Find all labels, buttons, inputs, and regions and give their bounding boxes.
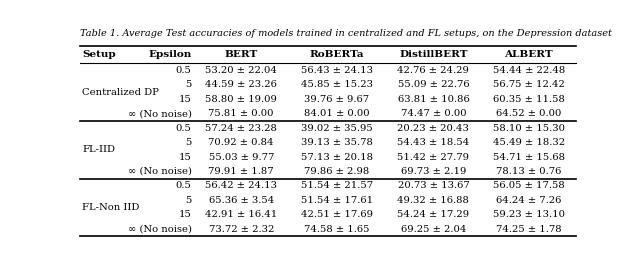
Text: 73.72 ± 2.32: 73.72 ± 2.32 — [209, 225, 274, 234]
Text: 15: 15 — [179, 95, 191, 104]
Text: 55.03 ± 9.77: 55.03 ± 9.77 — [209, 153, 274, 162]
Text: 74.47 ± 0.00: 74.47 ± 0.00 — [401, 109, 466, 118]
Text: 74.25 ± 1.78: 74.25 ± 1.78 — [496, 225, 562, 234]
Text: 42.76 ± 24.29: 42.76 ± 24.29 — [397, 66, 469, 75]
Text: Epsilon: Epsilon — [148, 50, 191, 59]
Text: 56.75 ± 12.42: 56.75 ± 12.42 — [493, 80, 565, 89]
Text: 58.10 ± 15.30: 58.10 ± 15.30 — [493, 124, 565, 133]
Text: 54.44 ± 22.48: 54.44 ± 22.48 — [493, 66, 565, 75]
Text: 58.80 ± 19.09: 58.80 ± 19.09 — [205, 95, 277, 104]
Text: 51.42 ± 27.79: 51.42 ± 27.79 — [397, 153, 469, 162]
Text: 78.13 ± 0.76: 78.13 ± 0.76 — [496, 167, 561, 176]
Text: 42.91 ± 16.41: 42.91 ± 16.41 — [205, 210, 277, 219]
Text: 69.25 ± 2.04: 69.25 ± 2.04 — [401, 225, 466, 234]
Text: ALBERT: ALBERT — [504, 50, 553, 59]
Text: 54.24 ± 17.29: 54.24 ± 17.29 — [397, 210, 470, 219]
Text: 51.54 ± 17.61: 51.54 ± 17.61 — [301, 196, 372, 205]
Text: 45.49 ± 18.32: 45.49 ± 18.32 — [493, 138, 565, 147]
Text: 53.20 ± 22.04: 53.20 ± 22.04 — [205, 66, 277, 75]
Text: 57.13 ± 20.18: 57.13 ± 20.18 — [301, 153, 372, 162]
Text: 56.05 ± 17.58: 56.05 ± 17.58 — [493, 181, 564, 190]
Text: 44.59 ± 23.26: 44.59 ± 23.26 — [205, 80, 277, 89]
Text: DistillBERT: DistillBERT — [399, 50, 468, 59]
Text: 42.51 ± 17.69: 42.51 ± 17.69 — [301, 210, 372, 219]
Text: 64.24 ± 7.26: 64.24 ± 7.26 — [496, 196, 561, 205]
Text: 59.23 ± 13.10: 59.23 ± 13.10 — [493, 210, 565, 219]
Text: 49.32 ± 16.88: 49.32 ± 16.88 — [397, 196, 469, 205]
Text: 0.5: 0.5 — [176, 66, 191, 75]
Text: FL-Non IID: FL-Non IID — [83, 203, 140, 212]
Text: 63.81 ± 10.86: 63.81 ± 10.86 — [397, 95, 469, 104]
Text: Setup: Setup — [83, 50, 116, 59]
Text: 20.73 ± 13.67: 20.73 ± 13.67 — [397, 181, 469, 190]
Text: 60.35 ± 11.58: 60.35 ± 11.58 — [493, 95, 565, 104]
Text: 5: 5 — [185, 138, 191, 147]
Text: 20.23 ± 20.43: 20.23 ± 20.43 — [397, 124, 469, 133]
Text: 39.02 ± 35.95: 39.02 ± 35.95 — [301, 124, 372, 133]
Text: 56.42 ± 24.13: 56.42 ± 24.13 — [205, 181, 277, 190]
Text: 69.73 ± 2.19: 69.73 ± 2.19 — [401, 167, 466, 176]
Text: 0.5: 0.5 — [176, 181, 191, 190]
Text: 54.43 ± 18.54: 54.43 ± 18.54 — [397, 138, 470, 147]
Text: 55.09 ± 22.76: 55.09 ± 22.76 — [397, 80, 469, 89]
Text: ∞ (No noise): ∞ (No noise) — [127, 225, 191, 234]
Text: 64.52 ± 0.00: 64.52 ± 0.00 — [496, 109, 561, 118]
Text: ∞ (No noise): ∞ (No noise) — [127, 167, 191, 176]
Text: ∞ (No noise): ∞ (No noise) — [127, 109, 191, 118]
Text: 51.54 ± 21.57: 51.54 ± 21.57 — [301, 181, 372, 190]
Text: RoBERTa: RoBERTa — [309, 50, 364, 59]
Text: 70.92 ± 0.84: 70.92 ± 0.84 — [209, 138, 274, 147]
Text: 15: 15 — [179, 153, 191, 162]
Text: BERT: BERT — [225, 50, 258, 59]
Text: 39.76 ± 9.67: 39.76 ± 9.67 — [304, 95, 369, 104]
Text: 79.91 ± 1.87: 79.91 ± 1.87 — [209, 167, 274, 176]
Text: Table 1. Average Test accuracies of models trained in centralized and FL setups,: Table 1. Average Test accuracies of mode… — [80, 29, 612, 38]
Text: 65.36 ± 3.54: 65.36 ± 3.54 — [209, 196, 274, 205]
Text: 45.85 ± 15.23: 45.85 ± 15.23 — [301, 80, 372, 89]
Text: 54.71 ± 15.68: 54.71 ± 15.68 — [493, 153, 565, 162]
Text: 0.5: 0.5 — [176, 124, 191, 133]
Text: 75.81 ± 0.00: 75.81 ± 0.00 — [209, 109, 274, 118]
Text: 39.13 ± 35.78: 39.13 ± 35.78 — [301, 138, 372, 147]
Text: FL-IID: FL-IID — [83, 145, 115, 154]
Text: 15: 15 — [179, 210, 191, 219]
Text: 56.43 ± 24.13: 56.43 ± 24.13 — [301, 66, 372, 75]
Text: 84.01 ± 0.00: 84.01 ± 0.00 — [304, 109, 369, 118]
Text: 5: 5 — [185, 196, 191, 205]
Text: 57.24 ± 23.28: 57.24 ± 23.28 — [205, 124, 277, 133]
Text: 74.58 ± 1.65: 74.58 ± 1.65 — [304, 225, 369, 234]
Text: Centralized DP: Centralized DP — [83, 88, 159, 97]
Text: 79.86 ± 2.98: 79.86 ± 2.98 — [304, 167, 369, 176]
Text: 5: 5 — [185, 80, 191, 89]
